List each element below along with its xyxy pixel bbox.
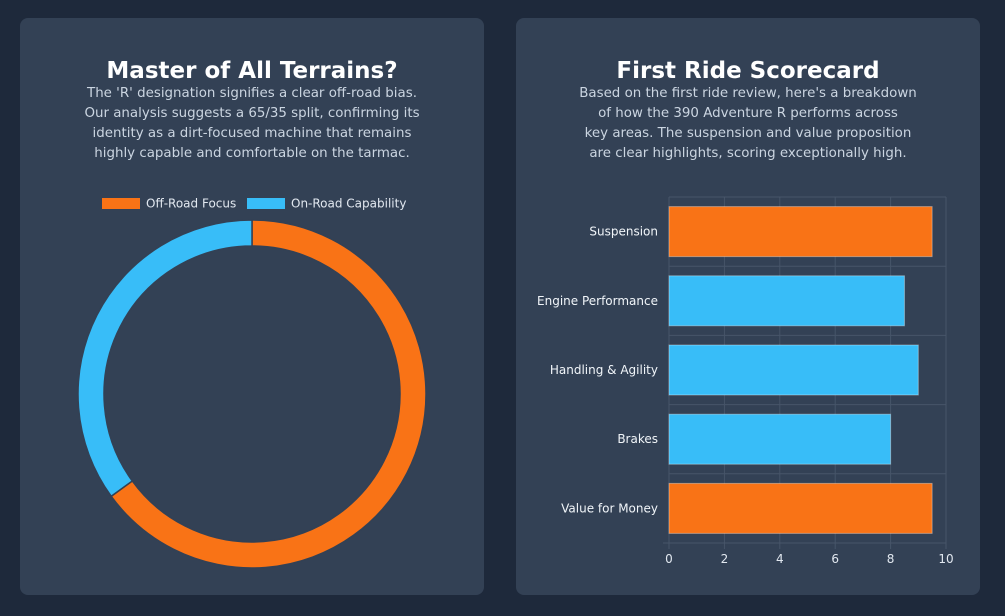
doughnut-slice-on-road-capability[interactable] (77, 219, 253, 498)
legend-label: Off-Road Focus (146, 197, 236, 211)
x-tick-label: 6 (831, 552, 839, 566)
legend-item[interactable]: Off-Road Focus (102, 197, 236, 211)
bar-row: Suspension (589, 206, 933, 258)
scorecard-desc-line: Based on the first ride review, here's a… (579, 86, 917, 101)
doughnut-legend: Off-Road Focus On-Road Capability (102, 197, 406, 211)
x-axis-ticks: 0 2 4 6 8 10 (665, 552, 953, 566)
category-label: Handling & Agility (550, 363, 658, 377)
bar-row: Engine Performance (537, 275, 905, 327)
bar-engine-performance[interactable] (668, 275, 905, 327)
bar-row: Brakes (617, 413, 892, 465)
terrain-desc-line: The 'R' designation signifies a clear of… (87, 86, 417, 101)
terrain-desc-line: identity as a dirt-focused machine that … (92, 126, 412, 141)
category-label: Value for Money (561, 501, 658, 515)
category-label: Suspension (589, 225, 658, 239)
bar-handling-agility[interactable] (668, 344, 919, 396)
x-tick-label: 10 (938, 552, 953, 566)
scorecard-desc-line: are clear highlights, scoring exceptiona… (589, 146, 907, 161)
scorecard-description: Based on the first ride review, here's a… (556, 84, 940, 164)
x-tick-label: 0 (665, 552, 673, 566)
scorecard-card: First Ride Scorecard Based on the first … (516, 18, 980, 595)
bar-suspension[interactable] (668, 206, 933, 258)
terrain-desc-line: Our analysis suggests a 65/35 split, con… (84, 106, 420, 121)
legend-swatch (247, 198, 285, 209)
category-label: Brakes (617, 432, 658, 446)
legend-item[interactable]: On-Road Capability (247, 197, 406, 211)
bar-row: Value for Money (561, 482, 933, 534)
scorecard-desc-line: of how the 390 Adventure R performs acro… (598, 106, 898, 121)
x-tick-label: 4 (776, 552, 784, 566)
bar-value-for-money[interactable] (668, 482, 933, 534)
legend-swatch (102, 198, 140, 209)
terrain-doughnut-chart: Off-Road Focus On-Road Capability (77, 197, 427, 569)
doughnut-slice-off-road-focus[interactable] (110, 219, 427, 569)
category-label: Engine Performance (537, 294, 658, 308)
scorecard-bar-chart: 0 2 4 6 8 10 Suspension Engine Performance Handl… (537, 196, 954, 566)
terrain-card-description: The 'R' designation signifies a clear of… (50, 84, 454, 164)
scorecard-desc-line: key areas. The suspension and value prop… (584, 126, 912, 141)
terrain-card-title: Master of All Terrains? (106, 58, 398, 84)
terrain-desc-line: highly capable and comfortable on the ta… (94, 146, 410, 161)
bar-row: Handling & Agility (550, 344, 919, 396)
legend-label: On-Road Capability (291, 197, 406, 211)
x-tick-label: 2 (721, 552, 729, 566)
scorecard-title: First Ride Scorecard (616, 58, 880, 84)
terrain-split-card: Master of All Terrains? The 'R' designat… (20, 18, 484, 595)
x-tick-label: 8 (887, 552, 895, 566)
bar-brakes[interactable] (668, 413, 892, 465)
